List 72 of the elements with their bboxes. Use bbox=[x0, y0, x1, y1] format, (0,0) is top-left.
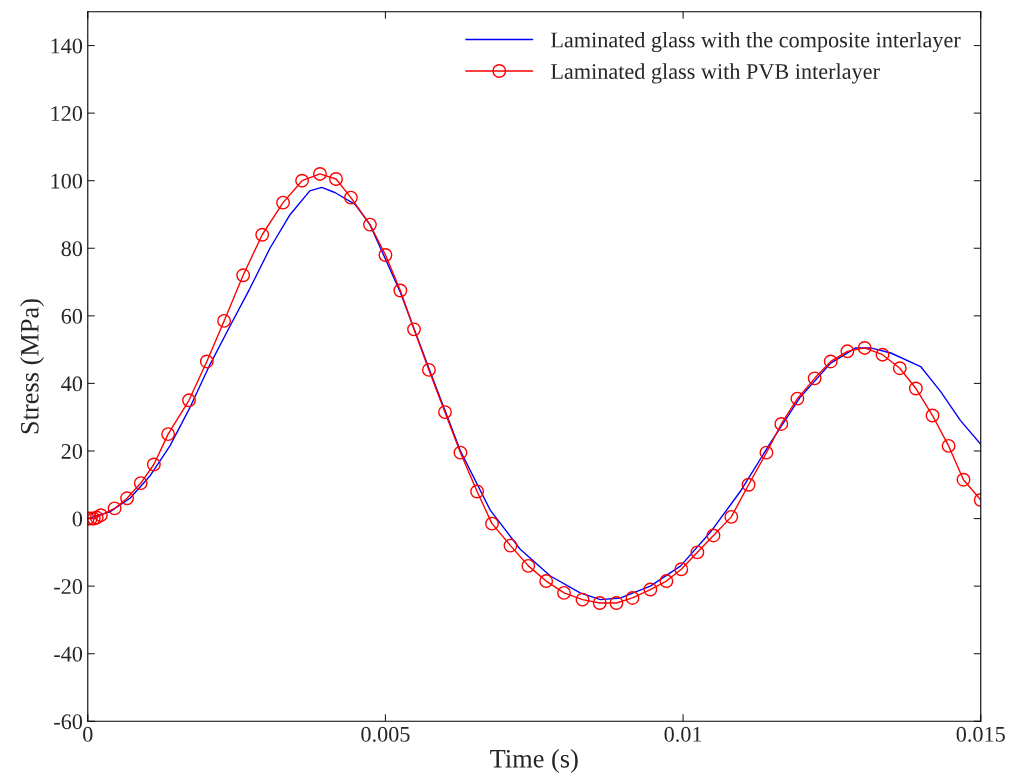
y-tick-label: 120 bbox=[51, 106, 83, 122]
point bbox=[557, 585, 571, 600]
point bbox=[592, 596, 607, 610]
y-tick-label: 80 bbox=[61, 241, 83, 257]
point bbox=[378, 248, 393, 262]
point bbox=[539, 574, 554, 589]
point bbox=[690, 545, 705, 560]
point bbox=[343, 190, 358, 205]
point bbox=[875, 347, 890, 362]
legend-label: Laminated glass with PVB interlayer bbox=[551, 63, 880, 84]
legend-label: Laminated glass with the composite interlayer bbox=[551, 31, 961, 53]
point bbox=[438, 405, 452, 420]
x-tick-label: 0.005 bbox=[361, 726, 410, 742]
point bbox=[276, 195, 290, 210]
point bbox=[908, 381, 923, 396]
y-tick-label: 0 bbox=[72, 511, 83, 527]
point bbox=[925, 408, 940, 423]
point bbox=[892, 361, 907, 376]
y-tick-label: -60 bbox=[54, 714, 83, 730]
point bbox=[236, 268, 251, 283]
y-tick-label: 100 bbox=[51, 173, 83, 189]
point bbox=[133, 476, 148, 491]
point bbox=[407, 322, 421, 337]
point bbox=[724, 509, 739, 524]
point bbox=[182, 393, 196, 408]
point bbox=[609, 596, 624, 610]
point bbox=[741, 477, 756, 492]
point bbox=[625, 591, 640, 605]
point bbox=[217, 313, 232, 328]
y-tick-label: -40 bbox=[54, 646, 83, 662]
point bbox=[503, 538, 518, 553]
point bbox=[857, 340, 872, 355]
point bbox=[840, 344, 855, 359]
y-tick-label: 60 bbox=[61, 308, 83, 324]
point bbox=[807, 371, 822, 386]
point bbox=[521, 558, 536, 573]
point bbox=[146, 457, 161, 472]
x-tick-label: 0 bbox=[83, 726, 93, 742]
point bbox=[329, 172, 343, 186]
point bbox=[643, 582, 658, 597]
point bbox=[774, 417, 789, 431]
x-tick-label: 0.015 bbox=[956, 726, 1005, 742]
point bbox=[313, 166, 327, 181]
point bbox=[956, 472, 971, 487]
point bbox=[421, 362, 436, 377]
point bbox=[453, 445, 468, 460]
point bbox=[790, 391, 805, 406]
point bbox=[107, 501, 122, 516]
y-tick-label: 140 bbox=[51, 38, 83, 54]
y-tick-label: 20 bbox=[61, 443, 83, 459]
point bbox=[674, 562, 689, 577]
point bbox=[759, 445, 774, 460]
x-tick-label: 0.01 bbox=[664, 726, 702, 742]
point bbox=[941, 438, 956, 453]
point bbox=[485, 516, 499, 531]
x-axis-title: Time (s) bbox=[490, 749, 578, 773]
point bbox=[575, 592, 590, 607]
point bbox=[823, 354, 838, 369]
point bbox=[161, 427, 176, 442]
point bbox=[363, 217, 377, 232]
point bbox=[199, 354, 214, 369]
point bbox=[255, 227, 270, 242]
point bbox=[706, 528, 721, 543]
point bbox=[120, 491, 135, 506]
point bbox=[659, 574, 674, 589]
point bbox=[470, 484, 485, 499]
y-tick-label: 40 bbox=[61, 376, 83, 392]
point bbox=[393, 283, 408, 298]
point bbox=[93, 508, 108, 523]
point bbox=[295, 173, 310, 188]
y-tick-label: -20 bbox=[54, 579, 83, 595]
y-axis-title: Stress (MPa) bbox=[20, 299, 45, 434]
